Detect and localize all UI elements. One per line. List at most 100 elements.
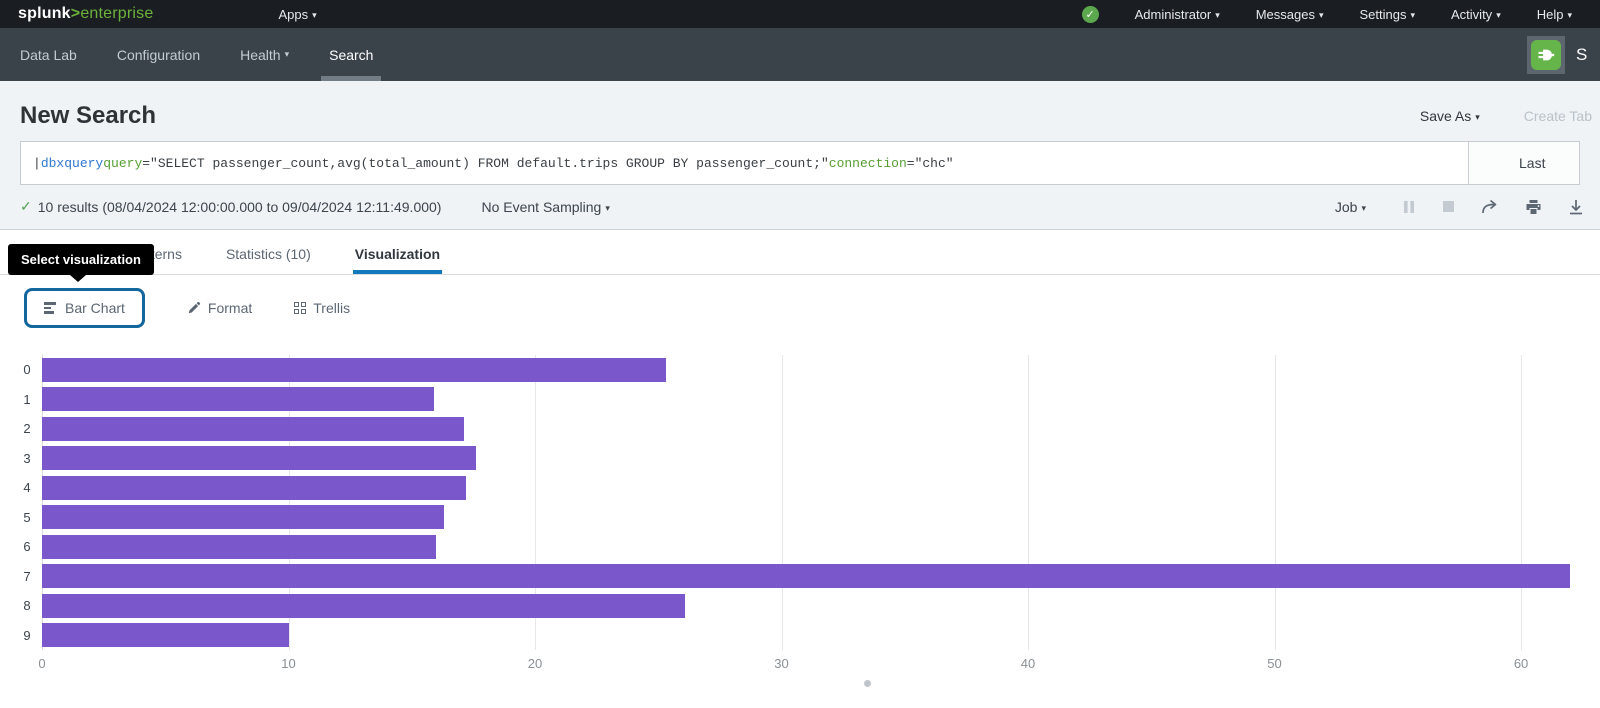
x-tick-label: 10 <box>281 656 296 671</box>
x-tick-label: 40 <box>1020 656 1036 671</box>
chart-row-7: 7 <box>20 562 1595 592</box>
chart-row-8: 8 <box>20 591 1595 621</box>
topbar-menu-settings[interactable]: Settings ▾ <box>1360 7 1416 22</box>
time-range-picker[interactable]: Last <box>1468 141 1580 185</box>
active-nav-underline <box>321 76 382 81</box>
bar-1[interactable] <box>42 387 434 412</box>
splunk-logo[interactable]: splunk>enterprise <box>18 5 153 23</box>
status-check-icon[interactable]: ✓ <box>1081 5 1099 23</box>
topbar-menu-administrator[interactable]: Administrator ▾ <box>1135 7 1220 22</box>
appnav-item-search[interactable]: Search <box>309 28 393 81</box>
bar-track <box>42 446 1595 471</box>
bar-0[interactable] <box>42 357 666 382</box>
select-visualization-tooltip: Select visualization <box>8 244 154 282</box>
event-sampling-dropdown[interactable]: No Event Sampling ▾ <box>481 199 609 215</box>
bar-track <box>42 475 1595 500</box>
logo-text-enterprise: enterprise <box>80 5 154 22</box>
gridline-0 <box>42 355 43 650</box>
query-segment: dbxquery <box>40 155 104 171</box>
bar-track <box>42 593 1595 618</box>
chart-row-2: 2 <box>20 414 1595 444</box>
appnav-item-label: Data Lab <box>20 46 77 63</box>
bar-7[interactable] <box>42 564 1571 589</box>
chart-row-4: 4 <box>20 473 1595 503</box>
active-tab-underline <box>352 270 443 274</box>
x-tick-label: 30 <box>774 656 789 671</box>
x-tick-label: 20 <box>527 656 543 671</box>
trellis-button[interactable]: Trellis <box>294 300 350 316</box>
bar-chart: 0 1 2 3 4 5 6 7 8 9 0 10 20 30 40 50 60 <box>20 355 1595 687</box>
share-icon[interactable] <box>1481 199 1499 215</box>
topbar-menu-label: Messages <box>1255 6 1315 22</box>
chevron-down-icon: ▾ <box>1318 9 1324 20</box>
apps-menu[interactable]: Apps ▾ <box>278 7 316 22</box>
pause-icon[interactable] <box>1402 200 1416 214</box>
appnav-item-label: Health <box>240 46 281 63</box>
tab-label: Visualization <box>354 246 441 262</box>
bar-8[interactable] <box>42 593 686 618</box>
chevron-down-icon: ▾ <box>1567 9 1572 20</box>
gridline-20 <box>535 355 537 650</box>
stop-icon[interactable] <box>1442 200 1455 213</box>
format-button[interactable]: Format <box>187 300 252 316</box>
plug-icon <box>1531 39 1561 70</box>
topbar-menu-help[interactable]: Help ▾ <box>1537 7 1572 22</box>
bar-3[interactable] <box>42 446 476 471</box>
appnav-item-health[interactable]: Health ▾ <box>220 28 309 81</box>
topbar-right: ✓ Administrator ▾ Messages ▾ Settings ▾ Activi… <box>1081 5 1572 23</box>
gridline-60 <box>1521 355 1523 650</box>
bar-9[interactable] <box>42 623 289 648</box>
chart-type-picker-button[interactable]: Bar Chart <box>24 288 145 328</box>
job-menu[interactable]: Job ▾ <box>1335 199 1366 215</box>
y-axis-label: 1 <box>23 391 31 407</box>
appnav-item-label: Search <box>329 46 374 63</box>
download-icon[interactable] <box>1568 199 1584 215</box>
query-segment: query <box>103 155 143 171</box>
y-axis-label: 5 <box>23 509 31 525</box>
chart-row-5: 5 <box>20 503 1595 533</box>
tab-visualization[interactable]: Visualization <box>352 246 443 274</box>
bar-track <box>42 564 1595 589</box>
topbar-menu-messages[interactable]: Messages ▾ <box>1256 7 1324 22</box>
appnav-item-label: Configuration <box>116 46 201 63</box>
appnav-item-data-lab[interactable]: Data Lab <box>0 28 97 81</box>
query-segment: ="SELECT passenger_count,avg(total_amoun… <box>142 155 829 171</box>
print-icon[interactable] <box>1525 199 1542 215</box>
topbar-menu-label: Administrator <box>1134 6 1212 22</box>
query-segment: ="chc" <box>906 155 954 171</box>
chevron-down-icon: ▾ <box>605 202 610 213</box>
bar-5[interactable] <box>42 505 444 530</box>
trellis-label: Trellis <box>313 300 351 316</box>
y-axis-label: 2 <box>23 421 31 437</box>
query-segment: connection <box>828 155 907 171</box>
scroll-indicator-dot[interactable] <box>864 680 872 687</box>
gridline-40 <box>1028 355 1030 650</box>
appnav-item-configuration[interactable]: Configuration <box>97 28 220 81</box>
chevron-down-icon: ▾ <box>1215 9 1220 20</box>
topbar-menu-activity[interactable]: Activity ▾ <box>1451 7 1501 22</box>
search-header: New Search Save As ▾ Create Tab | dbxquer… <box>0 81 1600 230</box>
chart-row-6: 6 <box>20 532 1595 562</box>
y-axis-label: 7 <box>23 568 31 584</box>
y-axis-label: 4 <box>23 480 31 496</box>
logo-text-splunk: splunk <box>18 5 71 22</box>
tab-statistics-10[interactable]: Statistics (10) <box>224 246 313 274</box>
save-as-button[interactable]: Save As ▾ <box>1420 108 1480 124</box>
bar-4[interactable] <box>42 475 466 500</box>
results-summary: 10 results (08/04/2024 12:00:00.000 to 0… <box>37 198 442 215</box>
logo-gt: > <box>70 5 81 22</box>
y-axis-label: 0 <box>23 362 31 378</box>
chevron-down-icon: ▾ <box>1361 202 1366 213</box>
gridline-30 <box>781 355 783 650</box>
create-tab-button[interactable]: Create Tab <box>1523 107 1592 124</box>
bar-6[interactable] <box>42 534 437 559</box>
search-query-input[interactable]: | dbxquery query ="SELECT passenger_count… <box>20 141 1468 185</box>
apps-menu-label: Apps <box>278 6 309 22</box>
chart-gridlines <box>42 355 1595 650</box>
x-tick-label: 60 <box>1513 656 1529 671</box>
chart-row-3: 3 <box>20 444 1595 474</box>
db-connect-app-tile[interactable] <box>1527 35 1565 74</box>
bar-track <box>42 387 1595 412</box>
bar-2[interactable] <box>42 416 464 441</box>
